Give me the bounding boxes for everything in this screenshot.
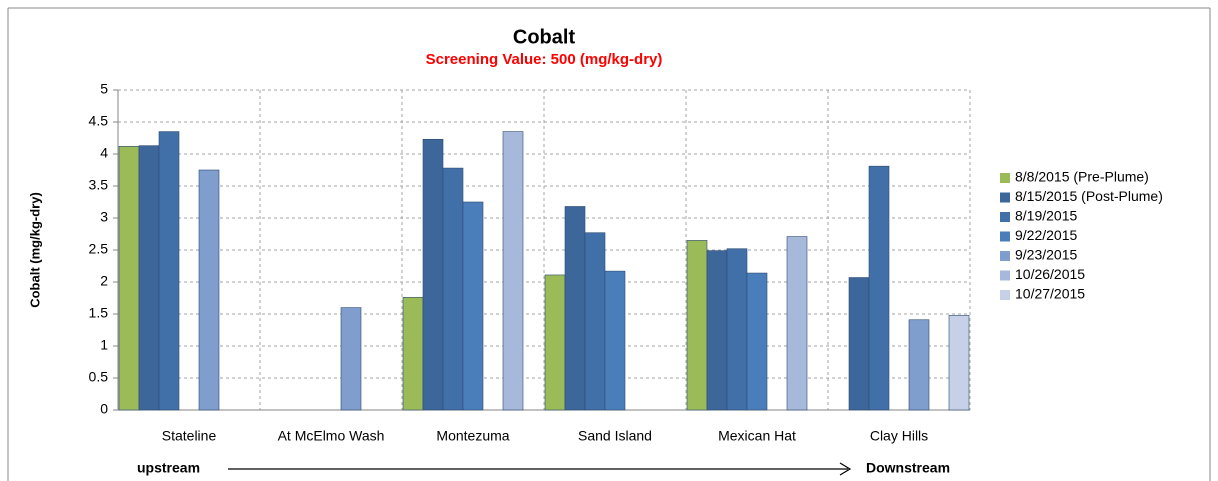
legend-label: 8/15/2015 (Post-Plume): [1015, 188, 1163, 204]
legend-swatch: [1000, 173, 1010, 183]
y-tick-label: 3: [100, 209, 108, 225]
chart-subtitle: Screening Value: 500 (mg/kg-dry): [426, 51, 663, 68]
legend-label: 9/23/2015: [1015, 247, 1077, 263]
bar: [726, 248, 748, 411]
bar: [706, 250, 728, 411]
y-tick-label: 3.5: [89, 177, 109, 193]
bar: [848, 277, 870, 411]
y-tick-label: 5: [100, 81, 108, 97]
bar: [138, 145, 160, 411]
bar: [198, 169, 220, 411]
x-tick-label: Mexican Hat: [718, 428, 796, 444]
legend-swatch: [1000, 212, 1010, 222]
y-tick-label: 4.5: [89, 113, 109, 129]
bar: [746, 272, 768, 411]
bar: [462, 201, 484, 411]
y-axis-label: Cobalt (mg/kg-dry): [27, 192, 42, 308]
bar: [564, 206, 586, 411]
bar: [422, 138, 444, 411]
y-tick-label: 0: [100, 401, 108, 417]
legend-swatch: [1000, 192, 1010, 203]
bar: [584, 232, 606, 411]
annotation: Downstream: [866, 460, 950, 476]
bar: [502, 131, 524, 411]
bar: [868, 165, 890, 411]
x-tick-label: Stateline: [162, 428, 217, 444]
y-tick-label: 2: [100, 273, 108, 289]
x-tick-label: At McElmo Wash: [278, 428, 385, 444]
legend-label: 10/26/2015: [1015, 266, 1085, 282]
y-tick-label: 1: [100, 337, 108, 353]
y-tick-label: 1.5: [89, 305, 109, 321]
x-tick-label: Sand Island: [578, 428, 652, 444]
x-tick-label: Clay Hills: [870, 428, 928, 444]
bar: [340, 307, 362, 411]
bar: [908, 319, 930, 411]
y-tick-label: 0.5: [89, 369, 109, 385]
legend-label: 8/8/2015 (Pre-Plume): [1015, 169, 1149, 185]
legend-label: 10/27/2015: [1015, 286, 1085, 302]
bar: [442, 167, 464, 411]
legend-label: 8/19/2015: [1015, 208, 1077, 224]
bar: [686, 240, 708, 411]
bar: [544, 274, 566, 411]
legend-swatch: [1000, 290, 1010, 300]
bar: [402, 297, 424, 411]
bar: [786, 236, 808, 411]
x-tick-label: Montezuma: [436, 428, 509, 444]
legend-label: 9/22/2015: [1015, 227, 1077, 243]
bar: [118, 146, 140, 411]
y-tick-label: 2.5: [89, 241, 109, 257]
legend-swatch: [1000, 231, 1010, 242]
y-tick-label: 4: [100, 145, 108, 161]
bar: [948, 314, 970, 411]
arrow-head: [839, 462, 852, 476]
legend-swatch: [1000, 270, 1010, 281]
chart-title: Cobalt: [513, 26, 576, 48]
bar: [158, 131, 180, 411]
bar: [604, 270, 626, 411]
legend-swatch: [1000, 251, 1010, 261]
annotation: upstream: [137, 460, 200, 476]
